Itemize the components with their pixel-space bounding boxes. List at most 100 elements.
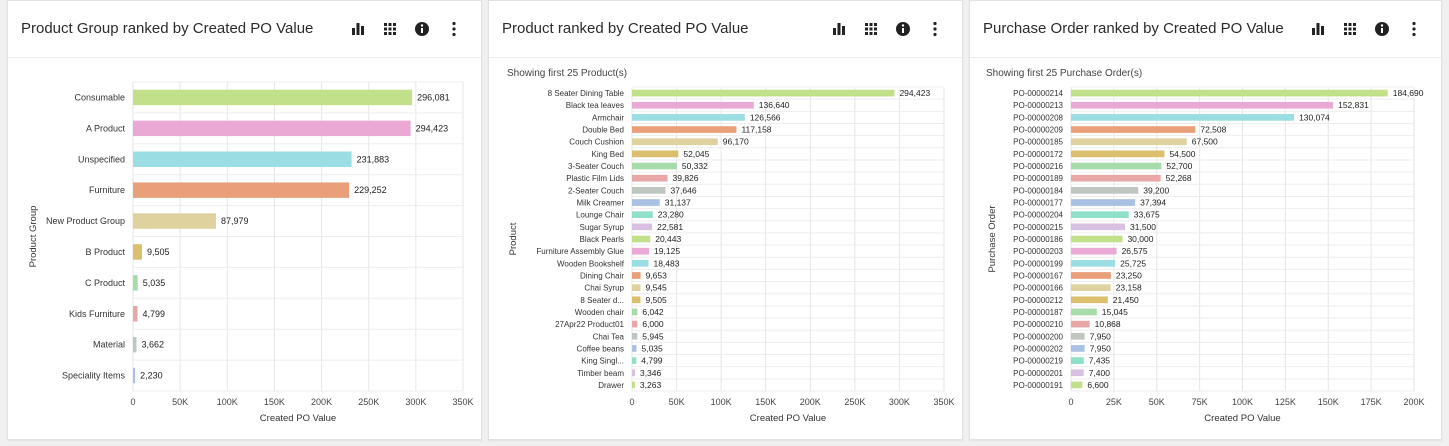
category-label: PO-00000202	[1013, 344, 1063, 353]
panel-header: Product ranked by Created PO Value	[489, 1, 962, 58]
bar-chart-icon[interactable]	[1308, 19, 1328, 39]
bar[interactable]	[133, 120, 411, 137]
category-label: 27Apr22 Product01	[555, 320, 624, 329]
grid-icon[interactable]	[1340, 19, 1360, 39]
bar[interactable]	[632, 150, 679, 158]
bar[interactable]	[632, 345, 637, 352]
bar[interactable]	[632, 235, 651, 243]
category-label: PO-00000199	[1013, 259, 1063, 268]
bar[interactable]	[1071, 114, 1295, 121]
category-label: PO-00000166	[1013, 284, 1063, 293]
bar[interactable]	[632, 381, 635, 389]
category-label: Sugar Syrup	[580, 223, 625, 232]
bar[interactable]	[1071, 345, 1085, 352]
bar[interactable]	[632, 357, 637, 364]
bar[interactable]	[133, 275, 138, 291]
bar[interactable]	[1071, 272, 1111, 279]
bar[interactable]	[1071, 381, 1083, 389]
x-tick-label: 50K	[1149, 397, 1165, 407]
bar[interactable]	[632, 114, 745, 121]
bar[interactable]	[632, 101, 754, 109]
bar[interactable]	[632, 126, 737, 133]
bar[interactable]	[1071, 101, 1334, 109]
bar[interactable]	[632, 138, 718, 146]
bar[interactable]	[1071, 199, 1136, 206]
bar[interactable]	[1071, 138, 1187, 146]
bar[interactable]	[1071, 187, 1139, 194]
bar[interactable]	[632, 308, 638, 316]
bar[interactable]	[133, 306, 138, 322]
bar[interactable]	[632, 296, 641, 304]
category-label: Drawer	[598, 381, 624, 390]
grid-icon[interactable]	[861, 19, 881, 39]
bar[interactable]	[133, 244, 142, 260]
x-tick-label: 0	[1068, 397, 1073, 407]
bar[interactable]	[632, 259, 649, 267]
more-vertical-icon[interactable]	[1404, 19, 1424, 39]
category-label: PO-00000209	[1013, 126, 1063, 135]
category-label: PO-00000212	[1013, 296, 1063, 305]
bar[interactable]	[632, 162, 677, 170]
value-label: 9,505	[147, 247, 170, 257]
bar-chart-icon[interactable]	[829, 19, 849, 39]
bar[interactable]	[133, 367, 136, 384]
panel-header: Product Group ranked by Created PO Value	[8, 1, 481, 58]
value-label: 3,263	[640, 380, 662, 390]
bar[interactable]	[1071, 369, 1084, 377]
bar-chart-icon[interactable]	[348, 19, 368, 39]
category-label: Material	[93, 340, 125, 350]
bar[interactable]	[632, 284, 641, 291]
bar[interactable]	[133, 336, 137, 353]
bar[interactable]	[632, 174, 668, 182]
bar[interactable]	[1071, 308, 1097, 316]
bar[interactable]	[1071, 89, 1388, 97]
product-group-bar-chart: 0 50K 100K 150K 200K 250K 300K 350K Consumable 29…	[28, 81, 474, 424]
bar[interactable]	[1071, 126, 1196, 133]
grid-icon[interactable]	[380, 19, 400, 39]
bar[interactable]	[133, 89, 413, 106]
x-tick-label: 350K	[452, 397, 473, 407]
value-label: 2,230	[140, 371, 163, 381]
category-label: PO-00000185	[1013, 138, 1063, 147]
bar[interactable]	[632, 199, 660, 206]
value-label: 9,505	[645, 295, 667, 305]
bar[interactable]	[632, 320, 638, 328]
info-icon[interactable]	[893, 19, 913, 39]
info-icon[interactable]	[1372, 19, 1392, 39]
bar[interactable]	[133, 213, 216, 229]
category-label: Unspecified	[78, 154, 125, 164]
bar[interactable]	[1071, 211, 1129, 219]
bar[interactable]	[1071, 357, 1084, 364]
bar[interactable]	[1071, 150, 1165, 158]
bar[interactable]	[1071, 174, 1161, 182]
value-label: 130,074	[1299, 112, 1330, 122]
bar[interactable]	[632, 89, 895, 97]
info-icon[interactable]	[412, 19, 432, 39]
bar[interactable]	[632, 247, 650, 255]
x-tick-label: 50K	[172, 397, 188, 407]
bar[interactable]	[632, 272, 641, 279]
bar[interactable]	[1071, 235, 1123, 243]
bar[interactable]	[632, 369, 635, 377]
bar[interactable]	[632, 211, 653, 219]
value-label: 184,690	[1393, 88, 1424, 98]
bar[interactable]	[133, 151, 352, 167]
bar[interactable]	[1071, 296, 1108, 304]
bar[interactable]	[1071, 320, 1090, 328]
bar[interactable]	[1071, 223, 1126, 231]
more-vertical-icon[interactable]	[925, 19, 945, 39]
bar[interactable]	[1071, 247, 1117, 255]
bar[interactable]	[1071, 259, 1116, 267]
value-label: 126,566	[750, 112, 781, 122]
bar[interactable]	[1071, 332, 1085, 340]
bar[interactable]	[133, 182, 350, 198]
value-label: 5,035	[143, 278, 166, 288]
more-vertical-icon[interactable]	[444, 19, 464, 39]
bar[interactable]	[1071, 162, 1162, 170]
bar[interactable]	[632, 223, 653, 231]
bar[interactable]	[632, 332, 638, 340]
category-label: PO-00000172	[1013, 150, 1063, 159]
value-label: 30,000	[1127, 234, 1153, 244]
bar[interactable]	[1071, 284, 1111, 291]
bar[interactable]	[632, 187, 666, 194]
